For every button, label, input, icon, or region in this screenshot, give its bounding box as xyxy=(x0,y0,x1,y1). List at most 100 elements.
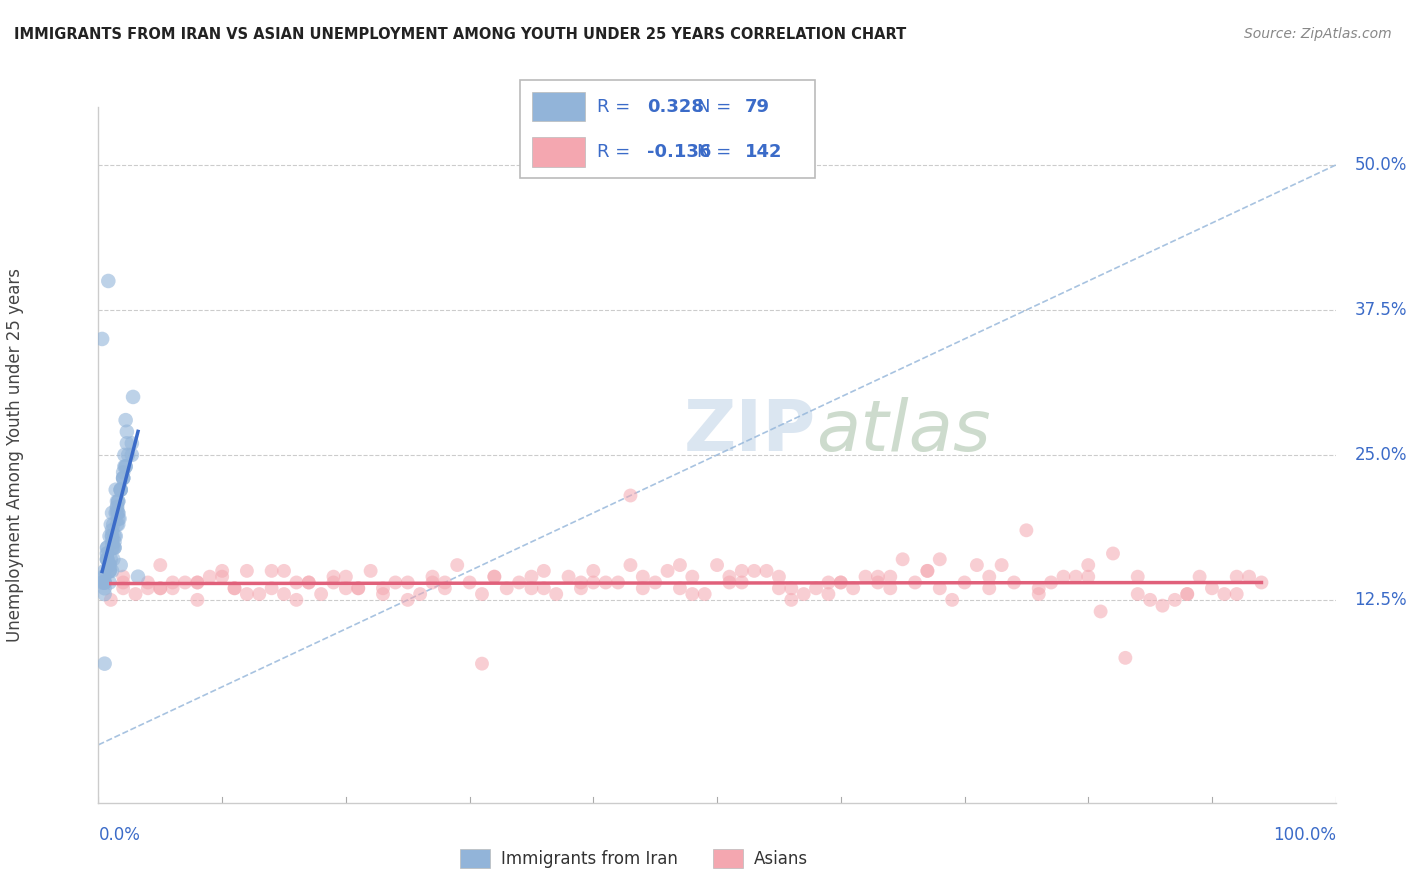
Immigrants from Iran xyxy=(96,552,118,566)
Text: R =: R = xyxy=(598,143,636,161)
Asians xyxy=(422,570,444,584)
Asians xyxy=(112,582,135,596)
Immigrants from Iran xyxy=(101,506,124,520)
Asians xyxy=(260,582,283,596)
Text: -0.136: -0.136 xyxy=(647,143,711,161)
Immigrants from Iran xyxy=(101,529,124,543)
Asians xyxy=(433,582,456,596)
Asians xyxy=(520,570,543,584)
Asians xyxy=(136,575,159,590)
Asians xyxy=(718,575,741,590)
Asians xyxy=(396,592,419,607)
Text: 0.328: 0.328 xyxy=(647,98,704,116)
Immigrants from Iran xyxy=(100,552,122,566)
Immigrants from Iran xyxy=(93,575,115,590)
Immigrants from Iran xyxy=(98,558,121,573)
Asians xyxy=(162,582,184,596)
Immigrants from Iran xyxy=(105,500,128,514)
Asians xyxy=(917,564,939,578)
Asians xyxy=(966,558,988,573)
Asians xyxy=(595,575,617,590)
Asians xyxy=(211,564,233,578)
Immigrants from Iran xyxy=(96,552,118,566)
Asians xyxy=(804,582,827,596)
Asians xyxy=(236,564,259,578)
Asians xyxy=(533,564,555,578)
Asians xyxy=(211,570,233,584)
Asians xyxy=(1114,651,1136,665)
Asians xyxy=(607,575,630,590)
Immigrants from Iran xyxy=(107,517,129,532)
Text: 0.0%: 0.0% xyxy=(98,826,141,844)
Text: IMMIGRANTS FROM IRAN VS ASIAN UNEMPLOYMENT AMONG YOUTH UNDER 25 YEARS CORRELATIO: IMMIGRANTS FROM IRAN VS ASIAN UNEMPLOYME… xyxy=(14,27,907,42)
Asians xyxy=(285,575,308,590)
Asians xyxy=(780,592,803,607)
Asians xyxy=(1064,570,1087,584)
Asians xyxy=(273,564,295,578)
Asians xyxy=(917,564,939,578)
Immigrants from Iran xyxy=(103,552,125,566)
Asians xyxy=(817,587,839,601)
Immigrants from Iran xyxy=(108,511,131,525)
Immigrants from Iran xyxy=(98,575,121,590)
Bar xyxy=(460,849,491,868)
Immigrants from Iran xyxy=(122,390,145,404)
Asians xyxy=(371,582,394,596)
Immigrants from Iran xyxy=(91,332,114,346)
Asians xyxy=(928,552,950,566)
Immigrants from Iran xyxy=(105,500,128,514)
Asians xyxy=(186,575,208,590)
Immigrants from Iran xyxy=(96,552,118,566)
Asians xyxy=(484,570,506,584)
Asians xyxy=(1139,592,1161,607)
Asians xyxy=(830,575,852,590)
Asians xyxy=(866,575,889,590)
Asians xyxy=(224,582,246,596)
Asians xyxy=(508,575,530,590)
Asians xyxy=(149,582,172,596)
Text: 37.5%: 37.5% xyxy=(1354,301,1406,319)
Immigrants from Iran xyxy=(93,582,115,596)
Asians xyxy=(186,575,208,590)
Immigrants from Iran xyxy=(96,541,118,555)
Asians xyxy=(681,570,703,584)
Asians xyxy=(1040,575,1063,590)
Immigrants from Iran xyxy=(103,541,125,555)
Text: ZIP: ZIP xyxy=(683,397,815,467)
Immigrants from Iran xyxy=(98,529,121,543)
Immigrants from Iran xyxy=(93,564,115,578)
Asians xyxy=(409,587,432,601)
Asians xyxy=(569,582,592,596)
Immigrants from Iran xyxy=(93,575,115,590)
Bar xyxy=(531,137,585,167)
Immigrants from Iran xyxy=(107,506,129,520)
Asians xyxy=(1102,546,1125,561)
Asians xyxy=(582,575,605,590)
Asians xyxy=(1002,575,1025,590)
Asians xyxy=(1077,570,1099,584)
Immigrants from Iran xyxy=(103,517,125,532)
Asians xyxy=(669,582,692,596)
Asians xyxy=(149,582,172,596)
Immigrants from Iran xyxy=(103,529,125,543)
Asians xyxy=(755,564,778,578)
Asians xyxy=(298,575,321,590)
Asians xyxy=(879,582,901,596)
Asians xyxy=(1175,587,1198,601)
Immigrants from Iran xyxy=(107,494,129,508)
Asians xyxy=(1152,599,1174,613)
Text: Asians: Asians xyxy=(754,849,807,868)
Immigrants from Iran xyxy=(107,494,129,508)
Asians xyxy=(1188,570,1211,584)
Immigrants from Iran xyxy=(97,274,120,288)
Immigrants from Iran xyxy=(115,436,138,450)
Asians xyxy=(285,592,308,607)
Immigrants from Iran xyxy=(121,448,143,462)
Asians xyxy=(174,575,197,590)
Asians xyxy=(112,570,135,584)
Immigrants from Iran xyxy=(101,541,124,555)
Immigrants from Iran xyxy=(96,541,118,555)
Immigrants from Iran xyxy=(110,558,132,573)
Immigrants from Iran xyxy=(112,471,135,485)
Asians xyxy=(979,582,1001,596)
